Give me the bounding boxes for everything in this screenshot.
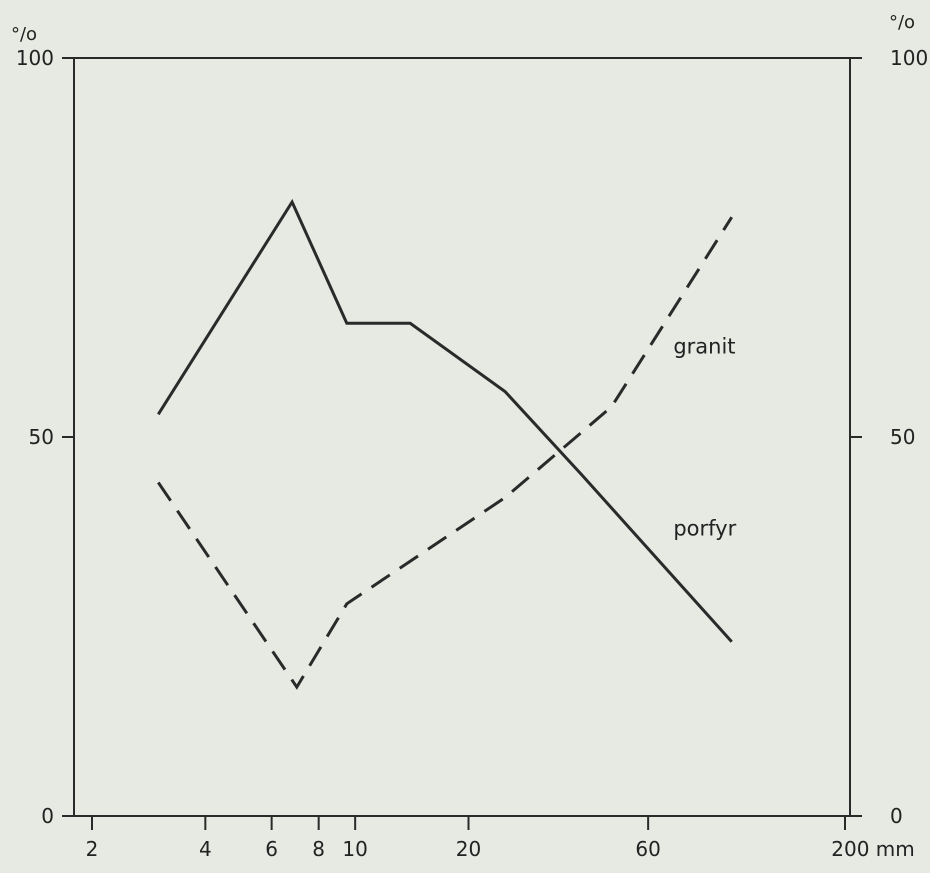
y-left-unit: °/o	[11, 24, 37, 45]
x-tick-label: 2	[86, 837, 99, 861]
series-label-granit: granit	[673, 335, 735, 359]
y-tick-label-right: 100	[890, 46, 928, 70]
y-tick-label-left: 0	[41, 804, 54, 828]
x-tick-label: 6	[265, 837, 278, 861]
x-tick-label: 60	[635, 837, 660, 861]
x-tick-label: 200 mm	[831, 837, 915, 861]
y-tick-label-right: 50	[890, 425, 915, 449]
y-tick-label-left: 100	[16, 46, 54, 70]
y-tick-label-right: 0	[890, 804, 903, 828]
series-line-porfyr	[157, 216, 733, 690]
series-line-granit	[157, 198, 733, 643]
x-tick-label: 10	[342, 837, 367, 861]
x-tick-label: 20	[456, 837, 481, 861]
y-right-unit: °/o	[889, 12, 915, 33]
chart-labels: granit porfyr	[673, 335, 736, 541]
y-tick-label-left: 50	[29, 425, 54, 449]
series-lines	[157, 198, 733, 690]
series-label-porfyr: porfyr	[673, 517, 736, 541]
x-tick-label: 8	[312, 837, 325, 861]
chart-frame	[73, 57, 851, 817]
x-tick-label: 4	[199, 837, 212, 861]
